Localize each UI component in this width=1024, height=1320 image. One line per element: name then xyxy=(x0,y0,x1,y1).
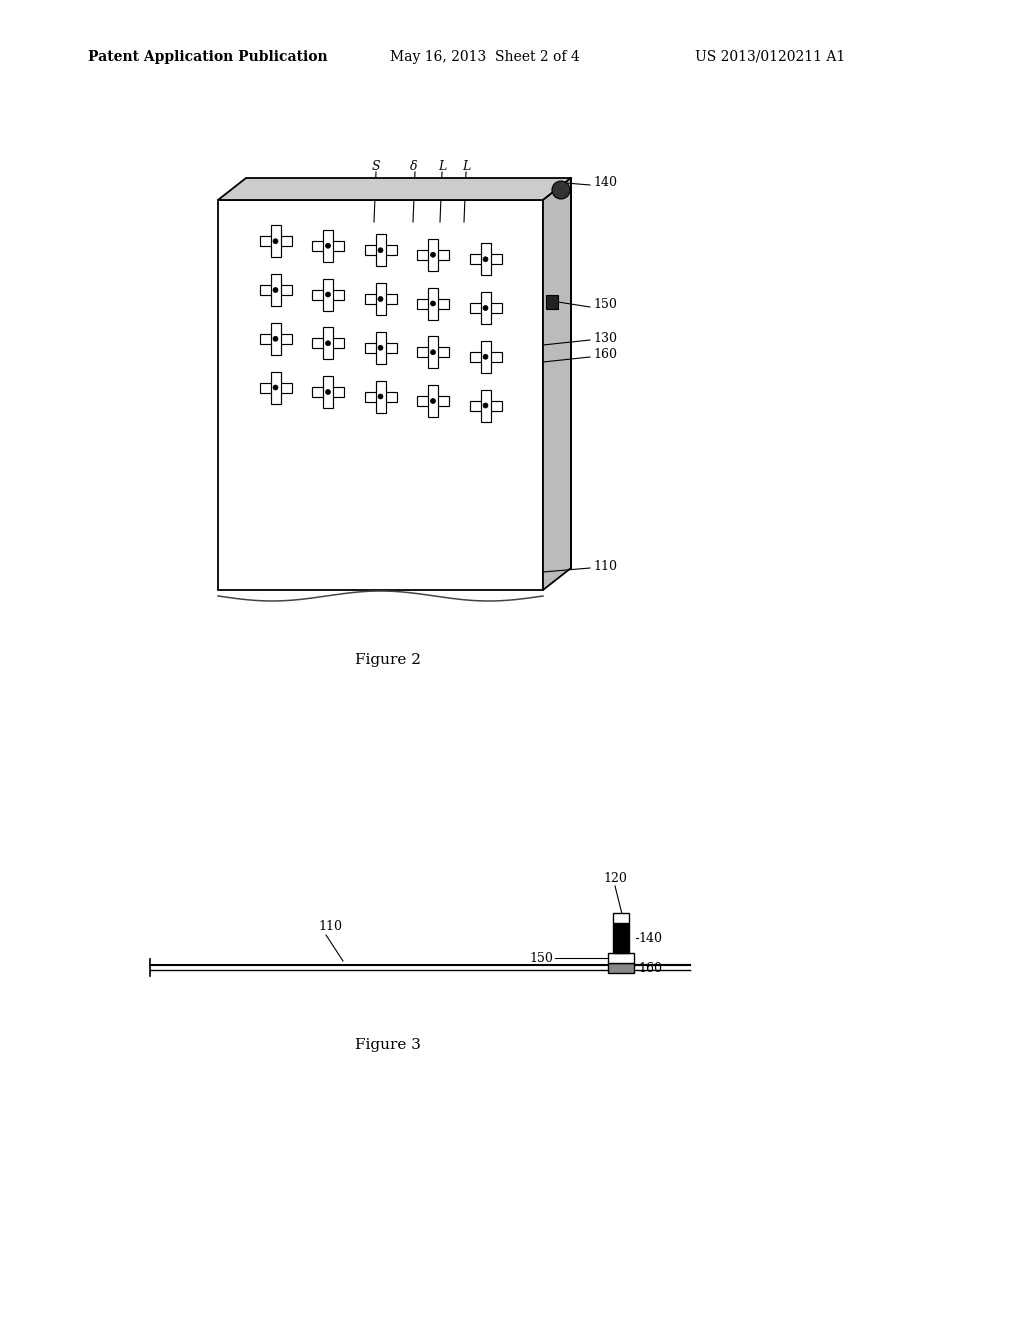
Text: L: L xyxy=(438,160,446,173)
Bar xyxy=(312,338,344,348)
Text: 150: 150 xyxy=(593,298,616,312)
Circle shape xyxy=(378,346,383,350)
Circle shape xyxy=(326,389,331,395)
Bar xyxy=(608,964,634,973)
Text: δ: δ xyxy=(410,160,418,173)
Bar xyxy=(376,234,385,267)
Circle shape xyxy=(326,292,331,297)
Bar xyxy=(469,304,502,313)
Circle shape xyxy=(273,288,278,293)
Bar xyxy=(428,239,438,271)
Bar xyxy=(259,383,292,392)
Text: Figure 2: Figure 2 xyxy=(355,653,421,667)
Bar xyxy=(323,279,333,310)
Text: 110: 110 xyxy=(593,560,617,573)
Bar xyxy=(376,282,385,315)
Bar xyxy=(480,389,490,421)
Text: 160: 160 xyxy=(593,348,617,362)
Circle shape xyxy=(378,248,383,252)
Bar xyxy=(270,323,281,355)
Circle shape xyxy=(430,350,435,355)
Bar xyxy=(613,923,629,953)
Bar xyxy=(259,236,292,247)
Text: 150: 150 xyxy=(529,952,553,965)
Bar xyxy=(417,347,449,358)
Bar xyxy=(323,327,333,359)
Text: 140: 140 xyxy=(593,177,617,190)
Bar xyxy=(546,294,558,309)
Circle shape xyxy=(483,257,488,261)
Bar xyxy=(365,343,396,352)
Bar xyxy=(480,341,490,372)
Bar xyxy=(469,400,502,411)
Polygon shape xyxy=(218,201,543,590)
Text: 160: 160 xyxy=(638,961,662,974)
Bar xyxy=(613,913,629,923)
Polygon shape xyxy=(218,178,571,201)
Text: Patent Application Publication: Patent Application Publication xyxy=(88,50,328,63)
Circle shape xyxy=(378,393,383,399)
Bar xyxy=(323,230,333,261)
Text: 120: 120 xyxy=(603,871,627,884)
Bar xyxy=(417,298,449,309)
Polygon shape xyxy=(543,178,571,590)
Bar xyxy=(376,380,385,412)
Bar xyxy=(259,285,292,294)
Circle shape xyxy=(483,354,488,359)
Circle shape xyxy=(430,301,435,306)
Bar xyxy=(312,289,344,300)
Bar xyxy=(428,288,438,319)
Bar xyxy=(312,240,344,251)
Circle shape xyxy=(430,399,435,404)
Bar xyxy=(608,953,634,964)
Text: S: S xyxy=(372,160,381,173)
Text: L: L xyxy=(462,160,470,173)
Bar xyxy=(417,396,449,407)
Bar xyxy=(365,294,396,304)
Circle shape xyxy=(326,341,331,346)
Bar xyxy=(428,337,438,368)
Circle shape xyxy=(483,403,488,408)
Bar xyxy=(365,392,396,401)
Text: 110: 110 xyxy=(318,920,342,933)
Bar xyxy=(480,243,490,276)
Circle shape xyxy=(326,243,331,248)
Circle shape xyxy=(483,305,488,310)
Bar xyxy=(259,334,292,343)
Circle shape xyxy=(273,337,278,342)
Text: 130: 130 xyxy=(593,331,617,345)
Circle shape xyxy=(552,181,570,199)
Bar xyxy=(365,246,396,255)
Text: 140: 140 xyxy=(638,932,662,945)
Bar xyxy=(469,351,502,362)
Text: US 2013/0120211 A1: US 2013/0120211 A1 xyxy=(695,50,845,63)
Bar xyxy=(480,292,490,323)
Bar xyxy=(270,275,281,306)
Circle shape xyxy=(430,252,435,257)
Bar xyxy=(270,371,281,404)
Bar xyxy=(417,249,449,260)
Bar xyxy=(312,387,344,397)
Text: Figure 3: Figure 3 xyxy=(355,1038,421,1052)
Bar xyxy=(270,226,281,257)
Bar xyxy=(376,331,385,364)
Text: May 16, 2013  Sheet 2 of 4: May 16, 2013 Sheet 2 of 4 xyxy=(390,50,580,63)
Circle shape xyxy=(273,239,278,244)
Bar xyxy=(469,255,502,264)
Bar xyxy=(323,376,333,408)
Circle shape xyxy=(273,385,278,389)
Bar xyxy=(428,385,438,417)
Circle shape xyxy=(378,297,383,301)
